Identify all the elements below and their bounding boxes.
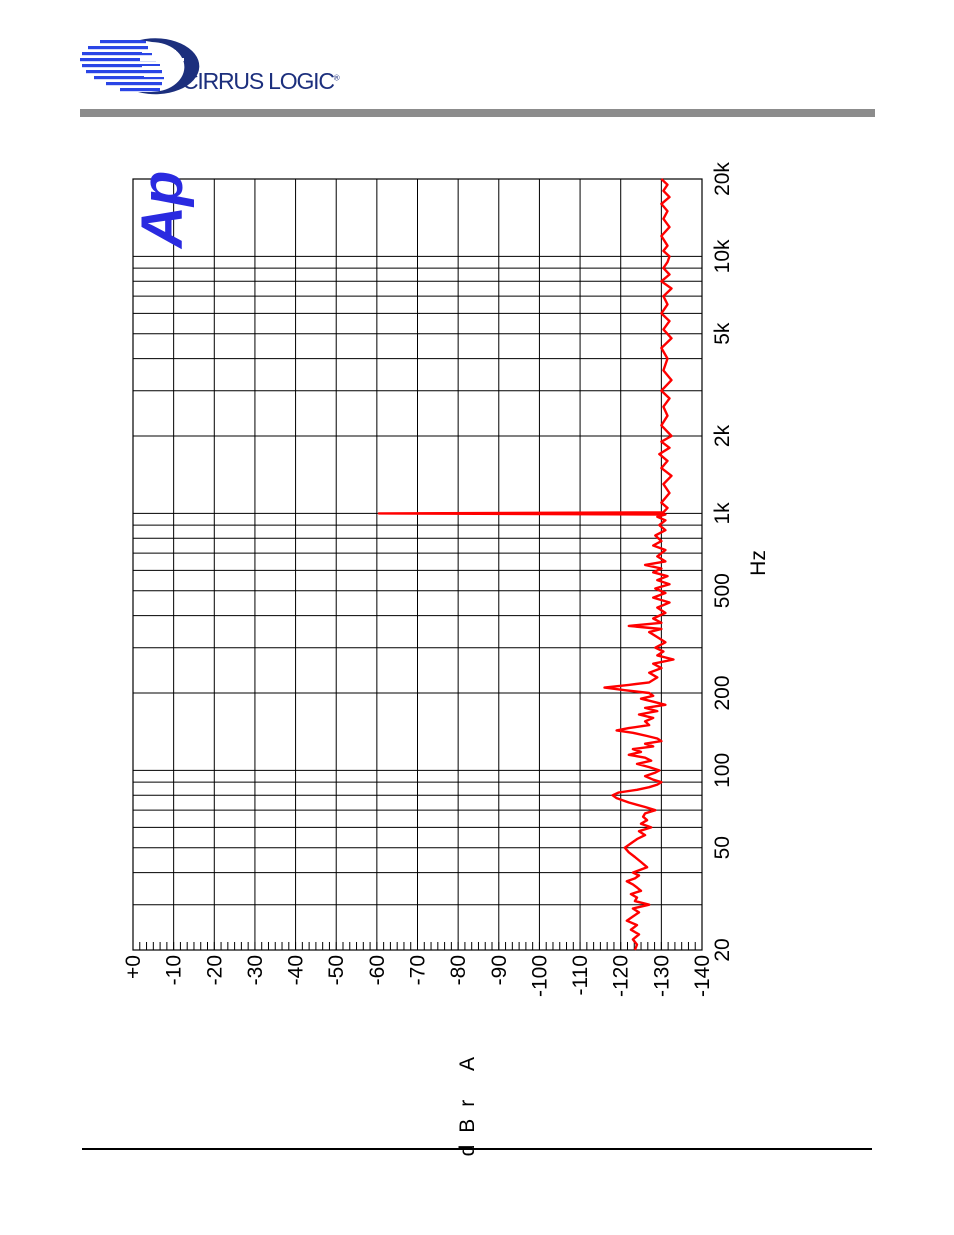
x-tick-label: 5k — [711, 322, 734, 345]
x-axis-title: Hz — [747, 550, 770, 576]
y-tick-label: +0 — [122, 955, 145, 979]
logo-stripe — [144, 74, 178, 77]
x-tick-label: 100 — [711, 753, 734, 788]
logo-stripe — [142, 50, 176, 53]
x-tick-label: 200 — [711, 675, 734, 710]
logo-stripe — [88, 46, 148, 50]
y-tick-labels: +0 -10 -20 -30 -40 -50 -60 -70 -80 -90 -100 -110 -12… — [122, 955, 714, 997]
x-tick-label: 20k — [711, 162, 734, 196]
cirrus-logic-wordmark: CIRRUS LOGIC® — [182, 70, 340, 93]
chart-minor-ticks — [132, 942, 703, 950]
y-tick-label: -120 — [610, 955, 633, 997]
logo-stripe — [82, 64, 160, 68]
logo-globe — [138, 38, 200, 95]
x-tick-label: 50 — [711, 836, 734, 859]
y-axis-title: dBr A — [456, 1045, 479, 1156]
x-tick-label: 20 — [711, 938, 734, 961]
logo-stripe — [142, 66, 182, 69]
logo-stripe — [80, 58, 156, 62]
plot-frame — [132, 178, 703, 951]
y-tick-label: -10 — [163, 955, 186, 985]
logo-stripe — [140, 58, 184, 61]
registered-mark: ® — [333, 73, 340, 83]
logo-stripe — [82, 52, 152, 56]
y-tick-label: -30 — [244, 955, 267, 985]
x-tick-label: 500 — [711, 573, 734, 608]
ap-watermark: Ap — [130, 171, 195, 250]
x-tick-label: 2k — [711, 424, 734, 447]
y-tick-label: -60 — [366, 955, 389, 985]
logo-stripe — [94, 76, 164, 80]
logo-stripe — [120, 88, 160, 92]
series-line — [377, 178, 675, 951]
footer-rule — [82, 1148, 872, 1150]
y-tick-label: -100 — [528, 955, 551, 997]
x-tick-label: 1k — [711, 502, 734, 525]
logo-stripe — [106, 82, 162, 86]
brand-name: CIRRUS LOGIC — [182, 68, 335, 94]
logo-stripe — [100, 40, 146, 44]
y-tick-label: -90 — [488, 955, 511, 985]
x-tick-labels: 20 50 100 200 500 1k 2k 5k 10k 20k — [711, 162, 734, 962]
y-tick-label: -130 — [650, 955, 673, 997]
y-tick-label: -20 — [203, 955, 226, 985]
cirrus-logic-logo-icon — [80, 38, 200, 95]
y-tick-label: -50 — [325, 955, 348, 985]
y-tick-label: -40 — [285, 955, 308, 985]
x-tick-label: 10k — [711, 239, 734, 273]
y-tick-label: -140 — [691, 955, 714, 997]
header-rule — [80, 109, 875, 117]
y-tick-label: -110 — [569, 955, 592, 995]
y-tick-label: -70 — [407, 955, 430, 985]
logo-stripe — [86, 70, 162, 74]
y-tick-label: -80 — [447, 955, 470, 985]
chart-grid — [132, 178, 703, 951]
